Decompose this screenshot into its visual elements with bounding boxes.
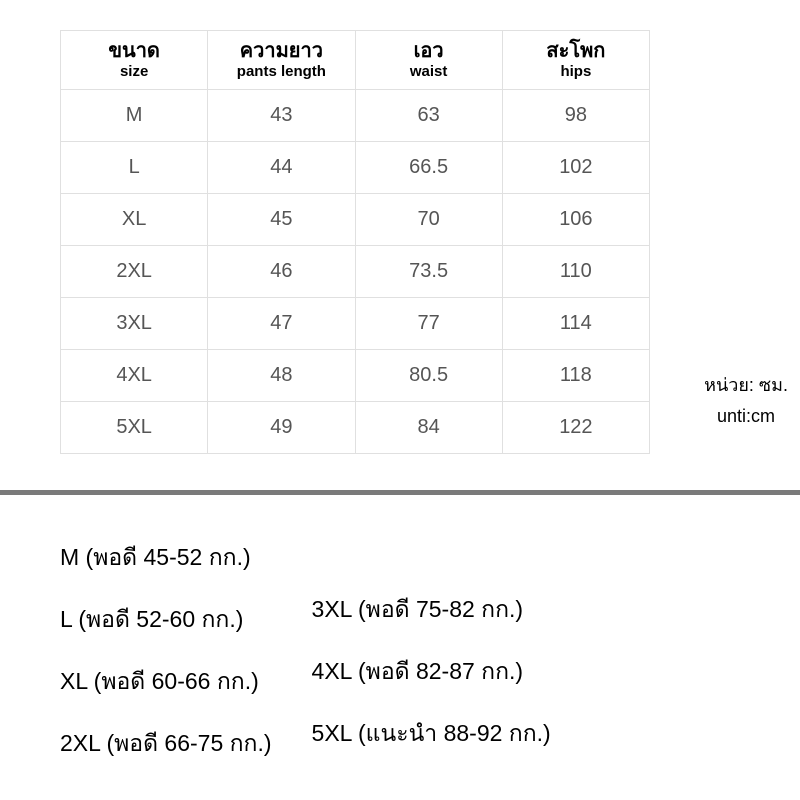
col-header-sub: hips	[507, 63, 645, 81]
cell-size: L	[61, 142, 208, 194]
cell-hips: 110	[502, 246, 649, 298]
size-table-container: ขนาด size ความยาว pants length เอว waist…	[60, 30, 650, 454]
cell-length: 45	[208, 194, 355, 246]
weight-item: XL (พอดี 60-66 กก.)	[60, 664, 272, 700]
col-header-waist: เอว waist	[355, 31, 502, 90]
cell-waist: 77	[355, 298, 502, 350]
cell-size: XL	[61, 194, 208, 246]
table-row: 5XL 49 84 122	[61, 402, 650, 454]
col-header-main: ความยาว	[212, 39, 350, 63]
col-header-sub: waist	[360, 63, 498, 81]
cell-length: 47	[208, 298, 355, 350]
cell-hips: 102	[502, 142, 649, 194]
cell-length: 44	[208, 142, 355, 194]
table-body: M 43 63 98 L 44 66.5 102 XL 45 70 106 2X…	[61, 90, 650, 454]
col-header-sub: pants length	[212, 63, 350, 81]
table-header-row: ขนาด size ความยาว pants length เอว waist…	[61, 31, 650, 90]
cell-waist: 84	[355, 402, 502, 454]
cell-size: 3XL	[61, 298, 208, 350]
cell-waist: 63	[355, 90, 502, 142]
cell-hips: 114	[502, 298, 649, 350]
col-header-main: เอว	[360, 39, 498, 63]
cell-waist: 80.5	[355, 350, 502, 402]
weight-col-left: M (พอดี 45-52 กก.) L (พอดี 52-60 กก.) XL…	[60, 540, 272, 762]
unit-thai: หน่วย: ซม.	[704, 370, 788, 401]
col-header-length: ความยาว pants length	[208, 31, 355, 90]
weight-item: M (พอดี 45-52 กก.)	[60, 540, 272, 576]
cell-hips: 106	[502, 194, 649, 246]
cell-size: 2XL	[61, 246, 208, 298]
cell-length: 46	[208, 246, 355, 298]
weight-item: 4XL (พอดี 82-87 กก.)	[312, 654, 551, 690]
weight-item: 2XL (พอดี 66-75 กก.)	[60, 726, 272, 762]
table-row: 2XL 46 73.5 110	[61, 246, 650, 298]
weight-guide: M (พอดี 45-52 กก.) L (พอดี 52-60 กก.) XL…	[60, 540, 760, 762]
table-row: 4XL 48 80.5 118	[61, 350, 650, 402]
cell-length: 43	[208, 90, 355, 142]
col-header-main: สะโพก	[507, 39, 645, 63]
unit-en: unti:cm	[704, 401, 788, 432]
cell-hips: 118	[502, 350, 649, 402]
table-row: L 44 66.5 102	[61, 142, 650, 194]
table-row: 3XL 47 77 114	[61, 298, 650, 350]
col-header-hips: สะโพก hips	[502, 31, 649, 90]
cell-size: 5XL	[61, 402, 208, 454]
cell-waist: 66.5	[355, 142, 502, 194]
cell-length: 48	[208, 350, 355, 402]
cell-hips: 122	[502, 402, 649, 454]
cell-hips: 98	[502, 90, 649, 142]
table-row: XL 45 70 106	[61, 194, 650, 246]
cell-size: 4XL	[61, 350, 208, 402]
cell-waist: 73.5	[355, 246, 502, 298]
cell-waist: 70	[355, 194, 502, 246]
weight-col-right: 3XL (พอดี 75-82 กก.) 4XL (พอดี 82-87 กก.…	[312, 540, 551, 762]
weight-item: 5XL (แนะนำ 88-92 กก.)	[312, 716, 551, 752]
col-header-main: ขนาด	[65, 39, 203, 63]
cell-size: M	[61, 90, 208, 142]
weight-item: L (พอดี 52-60 กก.)	[60, 602, 272, 638]
unit-label: หน่วย: ซม. unti:cm	[704, 370, 788, 431]
cell-length: 49	[208, 402, 355, 454]
weight-item: 3XL (พอดี 75-82 กก.)	[312, 592, 551, 628]
col-header-size: ขนาด size	[61, 31, 208, 90]
col-header-sub: size	[65, 63, 203, 81]
table-row: M 43 63 98	[61, 90, 650, 142]
section-divider	[0, 490, 800, 495]
size-table: ขนาด size ความยาว pants length เอว waist…	[60, 30, 650, 454]
